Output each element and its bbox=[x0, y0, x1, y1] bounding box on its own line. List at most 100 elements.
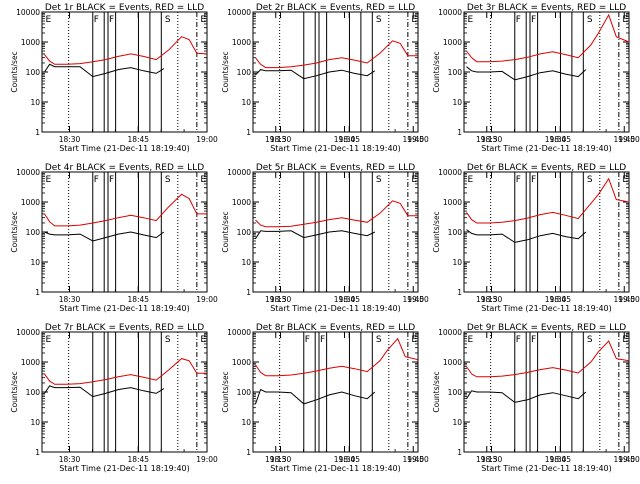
x-axis-label: Start Time (21-Dec-11 18:19:40) bbox=[270, 304, 401, 313]
x-tick-label: 18:30 bbox=[481, 295, 503, 304]
panel-title: Det 4r BLACK = Events, RED = LLD bbox=[45, 163, 204, 173]
y-tick-label: 10000 bbox=[438, 168, 462, 177]
marker-label: E bbox=[622, 335, 628, 345]
marker-label: E bbox=[200, 335, 206, 345]
y-axis-label: Counts/sec bbox=[10, 211, 19, 252]
x-axis-label: Start Time (21-Dec-11 18:19:40) bbox=[59, 144, 190, 153]
x-tick-label: 19:30 bbox=[545, 455, 567, 464]
marker-label: S bbox=[376, 335, 382, 345]
x-tick-label: 19:00 bbox=[407, 295, 429, 304]
x-tick-label: 19:30 bbox=[334, 455, 356, 464]
marker-label: E bbox=[46, 175, 52, 185]
marker-label: E bbox=[468, 15, 474, 25]
y-tick-label: 100 bbox=[26, 68, 41, 77]
y-tick-label: 10 bbox=[30, 258, 40, 267]
y-tick-label: 1000 bbox=[21, 358, 40, 367]
y-axis-label: Counts/sec bbox=[432, 371, 441, 412]
marker-label: F bbox=[109, 175, 114, 185]
y-tick-label: 10000 bbox=[16, 328, 40, 337]
y-tick-label: 1 bbox=[457, 288, 462, 297]
marker-label: S bbox=[587, 335, 593, 345]
marker-label: F bbox=[305, 335, 310, 345]
marker-label: E bbox=[200, 15, 206, 25]
y-tick-label: 1 bbox=[457, 448, 462, 457]
x-tick-label: 18:30 bbox=[270, 295, 292, 304]
marker-label: E bbox=[622, 175, 628, 185]
x-tick-label: 18:30 bbox=[481, 135, 503, 144]
panel-9: Det 9r BLACK = Events, RED = LLD 1 10 100 10… bbox=[432, 323, 640, 473]
y-axis-label: Counts/sec bbox=[10, 51, 19, 92]
y-tick-label: 100 bbox=[237, 68, 252, 77]
panel-title: Det 2r BLACK = Events, RED = LLD bbox=[256, 3, 415, 13]
y-axis-label: Counts/sec bbox=[432, 211, 441, 252]
x-axis-label: Start Time (21-Dec-11 18:19:40) bbox=[59, 304, 190, 313]
y-tick-label: 1000 bbox=[443, 38, 462, 47]
panel-title: Det 9r BLACK = Events, RED = LLD bbox=[467, 323, 626, 333]
x-tick-label: 19:00 bbox=[407, 455, 429, 464]
y-tick-label: 100 bbox=[237, 388, 252, 397]
y-tick-label: 1000 bbox=[21, 38, 40, 47]
marker-label: E bbox=[468, 175, 474, 185]
y-tick-label: 10000 bbox=[227, 328, 251, 337]
panel-8: Det 8r BLACK = Events, RED = LLD 1 10 100 10… bbox=[221, 323, 635, 473]
series-events-line bbox=[255, 230, 376, 239]
y-tick-label: 10 bbox=[452, 98, 462, 107]
y-axis-label: Counts/sec bbox=[221, 211, 230, 252]
x-tick-label: 19:30 bbox=[334, 135, 356, 144]
x-tick-label: 19:45 bbox=[402, 135, 424, 144]
x-tick-label: 19:00 bbox=[618, 295, 640, 304]
y-tick-label: 100 bbox=[448, 228, 463, 237]
marker-label: F bbox=[531, 175, 536, 185]
plot-frame bbox=[252, 11, 419, 133]
y-tick-label: 100 bbox=[448, 68, 463, 77]
x-tick-label: 19:00 bbox=[618, 455, 640, 464]
y-tick-label: 10 bbox=[452, 418, 462, 427]
series-lld-line bbox=[466, 13, 630, 63]
x-tick-label: 19:15 bbox=[476, 135, 498, 144]
marker-label: E bbox=[622, 15, 628, 25]
y-tick-label: 1000 bbox=[232, 38, 251, 47]
plot-frame bbox=[463, 171, 630, 293]
y-tick-label: 10000 bbox=[438, 8, 462, 17]
series-events-line bbox=[44, 385, 165, 398]
series-lld-line bbox=[466, 177, 630, 224]
series-lld-line bbox=[255, 200, 418, 228]
x-tick-label: 19:00 bbox=[196, 295, 218, 304]
x-tick-label: 19:00 bbox=[196, 455, 218, 464]
panel-1: Det 1r BLACK = Events, RED = LLD 1 10 100 10… bbox=[10, 3, 424, 153]
y-tick-label: 10000 bbox=[227, 168, 251, 177]
x-tick-label: 19:15 bbox=[476, 295, 498, 304]
plot-frame bbox=[252, 171, 419, 293]
x-tick-label: 18:30 bbox=[270, 135, 292, 144]
x-tick-label: 19:45 bbox=[613, 135, 635, 144]
y-tick-label: 1000 bbox=[443, 198, 462, 207]
marker-label: F bbox=[516, 335, 521, 345]
x-tick-label: 19:15 bbox=[265, 455, 287, 464]
marker-label: E bbox=[411, 15, 417, 25]
x-tick-label: 19:00 bbox=[618, 135, 640, 144]
y-tick-label: 1 bbox=[246, 128, 251, 137]
y-tick-label: 10000 bbox=[438, 328, 462, 337]
x-tick-label: 18:45 bbox=[127, 455, 149, 464]
x-tick-label: 19:30 bbox=[545, 295, 567, 304]
x-axis-label: Start Time (21-Dec-11 18:19:40) bbox=[59, 464, 190, 473]
x-axis-label: Start Time (21-Dec-11 18:19:40) bbox=[481, 464, 612, 473]
panel-3: Det 3r BLACK = Events, RED = LLD 1 10 100 10… bbox=[432, 3, 640, 153]
series-events-line bbox=[466, 66, 587, 81]
y-axis-label: Counts/sec bbox=[432, 51, 441, 92]
y-tick-label: 1 bbox=[35, 288, 40, 297]
y-tick-label: 100 bbox=[237, 228, 252, 237]
plot-frame bbox=[41, 331, 208, 453]
plot-frame bbox=[41, 11, 208, 133]
y-tick-label: 10 bbox=[452, 258, 462, 267]
marker-label: F bbox=[516, 15, 521, 25]
series-lld-line bbox=[255, 337, 419, 377]
x-tick-label: 19:45 bbox=[613, 295, 635, 304]
x-tick-label: 18:45 bbox=[127, 295, 149, 304]
series-lld-line bbox=[44, 193, 207, 227]
y-tick-label: 100 bbox=[26, 388, 41, 397]
y-tick-label: 10 bbox=[241, 258, 251, 267]
marker-label: E bbox=[411, 335, 417, 345]
x-tick-label: 19:15 bbox=[265, 135, 287, 144]
